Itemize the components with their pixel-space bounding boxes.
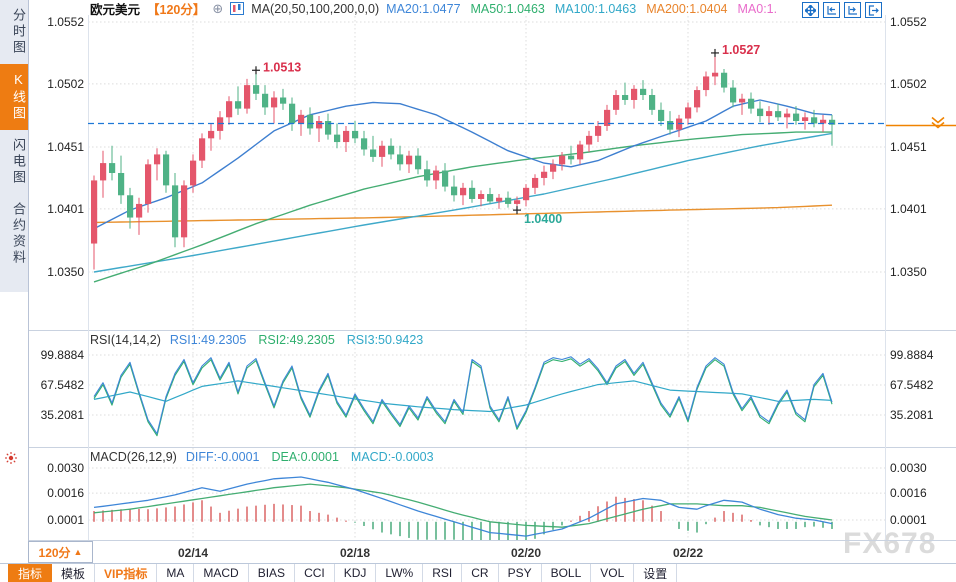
interval-label[interactable]: 【120分】 (147, 3, 206, 17)
date-label-0: 02/14 (177, 546, 209, 560)
sidebar-item-2[interactable]: 闪电图 (11, 138, 26, 186)
toolbar-tab-KDJ[interactable]: KDJ (335, 564, 377, 582)
annotations-layer: 1.0513 1.0400 1.0527 (252, 43, 760, 226)
toolbar-tab-指标[interactable]: 指标 (8, 564, 53, 582)
ma-value-2: MA100:1.0463 (554, 1, 637, 16)
rsi-label-left-2: 35.2081 (40, 408, 84, 422)
pop-out-icon[interactable] (865, 2, 882, 18)
rsi-value-1: RSI2:49.2305 (258, 333, 335, 347)
interval-selector-button[interactable]: 120分 ▲ (28, 541, 93, 563)
rsi-label-right-2: 35.2081 (890, 408, 934, 422)
ma-value-0: MA20:1.0477 (386, 1, 461, 16)
date-label-1: 02/18 (339, 546, 371, 560)
indicator-toolbar: 指标 模板 VIP指标 MA MACD BIAS CCI KDJ LW% RSI CR PSY BOLL… (0, 563, 956, 582)
toolbar-tab-VOL[interactable]: VOL (591, 564, 635, 582)
toolbar-tab-BOLL[interactable]: BOLL (542, 564, 592, 582)
macd-value-0: DIFF:-0.0001 (185, 450, 260, 464)
price-label-left-4: 1.0350 (47, 265, 84, 279)
price-label-left-3: 1.0401 (47, 201, 84, 216)
chart-header: 欧元美元 【120分】 ⊕ MA(20,50,100,200,0,0) MA20… (90, 0, 777, 18)
chart-type-sidebar: 分时图 K线图闪电图合约资料 (0, 0, 29, 582)
candles-layer (91, 52, 836, 270)
chevron-up-icon: ▲ (73, 547, 83, 557)
interval-selector-label: 120分 (38, 545, 71, 560)
macd-label-right-0: 0.0030 (890, 461, 927, 475)
macd-label-left-0: 0.0030 (47, 461, 84, 475)
rsi-label-right-1: 67.5482 (890, 378, 934, 392)
symbol-title: 欧元美元 (90, 3, 141, 17)
price-label-left-1: 1.0502 (47, 76, 84, 91)
toolbar-tab-LW%[interactable]: LW% (376, 564, 424, 582)
macd-layer (93, 476, 833, 540)
macd-label-left-2: 0.0001 (47, 513, 84, 527)
ma-value-4: MA0:1. (737, 1, 778, 16)
sidebar-item-0[interactable]: 分时图 (11, 8, 26, 56)
price-label-right-4: 1.0350 (890, 265, 927, 279)
date-label-2: 02/20 (510, 546, 542, 560)
toolbar-tab-CR[interactable]: CR (462, 564, 499, 582)
toolbar-tab-CCI[interactable]: CCI (295, 564, 335, 582)
price-label-right-1: 1.0502 (890, 76, 927, 91)
price-label-right-0: 1.0552 (890, 15, 927, 29)
move-crosshair-icon[interactable] (802, 2, 819, 18)
macd-title: MACD(26,12,9) (90, 450, 177, 464)
macd-value-1: DEA:0.0001 (271, 450, 339, 464)
rsi-label-left-1: 67.5482 (40, 378, 84, 392)
macd-values: DIFF:-0.0001 DEA:0.0001 MACD:-0.0003 (186, 450, 434, 464)
toolbar-tab-BIAS[interactable]: BIAS (249, 564, 296, 582)
price-annotation: 1.0513 (263, 60, 301, 74)
ma-value-1: MA50:1.0463 (470, 1, 545, 16)
rsi-label-left-0: 99.8884 (40, 348, 84, 362)
toolbar-tab-VIP指标[interactable]: VIP指标 (95, 564, 158, 582)
macd-label-right-2: 0.0001 (890, 513, 927, 527)
axis-scale-left-icon[interactable] (823, 2, 840, 18)
macd-settings-icon[interactable] (4, 451, 18, 465)
fx678-watermark: FX678 (843, 527, 937, 560)
toolbar-tab-MA[interactable]: MA (157, 564, 195, 582)
toolbar-tab-PSY[interactable]: PSY (499, 564, 542, 582)
price-label-right-3: 1.0401 (890, 201, 927, 216)
current-price-marker (886, 116, 956, 129)
rsi-values: RSI1:49.2305 RSI2:49.2305 RSI3:50.9423 (170, 333, 423, 347)
toolbar-tab-设置[interactable]: 设置 (634, 564, 678, 582)
macd-value-2: MACD:-0.0003 (350, 450, 434, 464)
price-annotation: 1.0400 (524, 212, 562, 226)
macd-panel-header: MACD(26,12,9) DIFF:-0.0001 DEA:0.0001 MACD… (90, 450, 434, 464)
toolbar-tab-MACD[interactable]: MACD (194, 564, 249, 582)
sidebar-item-1[interactable]: K线图 (0, 64, 28, 130)
date-label-3: 02/22 (672, 546, 704, 560)
macd-label-right-1: 0.0016 (890, 486, 927, 501)
chart-tool-icons (802, 2, 882, 18)
add-indicator-icon[interactable]: ⊕ (212, 0, 224, 16)
sidebar-background (0, 0, 28, 292)
rsi-value-2: RSI3:50.9423 (346, 333, 424, 347)
ma-lines-layer (93, 99, 833, 283)
rsi-value-0: RSI1:49.2305 (169, 333, 247, 347)
price-label-left-2: 1.0451 (47, 140, 84, 154)
rsi-lines-layer (93, 356, 833, 437)
price-label-left-0: 1.0552 (47, 15, 84, 29)
kline-chart-icon[interactable] (230, 2, 245, 15)
price-label-right-2: 1.0451 (890, 140, 927, 154)
ma-values: MA20:1.0477 MA50:1.0463 MA100:1.0463 MA200:… (386, 2, 777, 16)
rsi-label-right-0: 99.8884 (890, 348, 934, 362)
axis-scale-right-icon[interactable] (844, 2, 861, 18)
macd-label-left-1: 0.0016 (47, 486, 84, 501)
ma-value-3: MA200:1.0404 (646, 1, 728, 16)
sidebar-item-3[interactable]: 合约资料 (11, 202, 26, 266)
price-annotation: 1.0527 (722, 43, 760, 57)
rsi-panel-header: RSI(14,14,2) RSI1:49.2305 RSI2:49.2305 RSI… (90, 333, 423, 347)
rsi-title: RSI(14,14,2) (90, 333, 161, 347)
ma-settings-label: MA(20,50,100,200,0,0) (251, 1, 380, 16)
toolbar-tab-模板[interactable]: 模板 (52, 564, 96, 582)
toolbar-tab-RSI[interactable]: RSI (423, 564, 463, 582)
